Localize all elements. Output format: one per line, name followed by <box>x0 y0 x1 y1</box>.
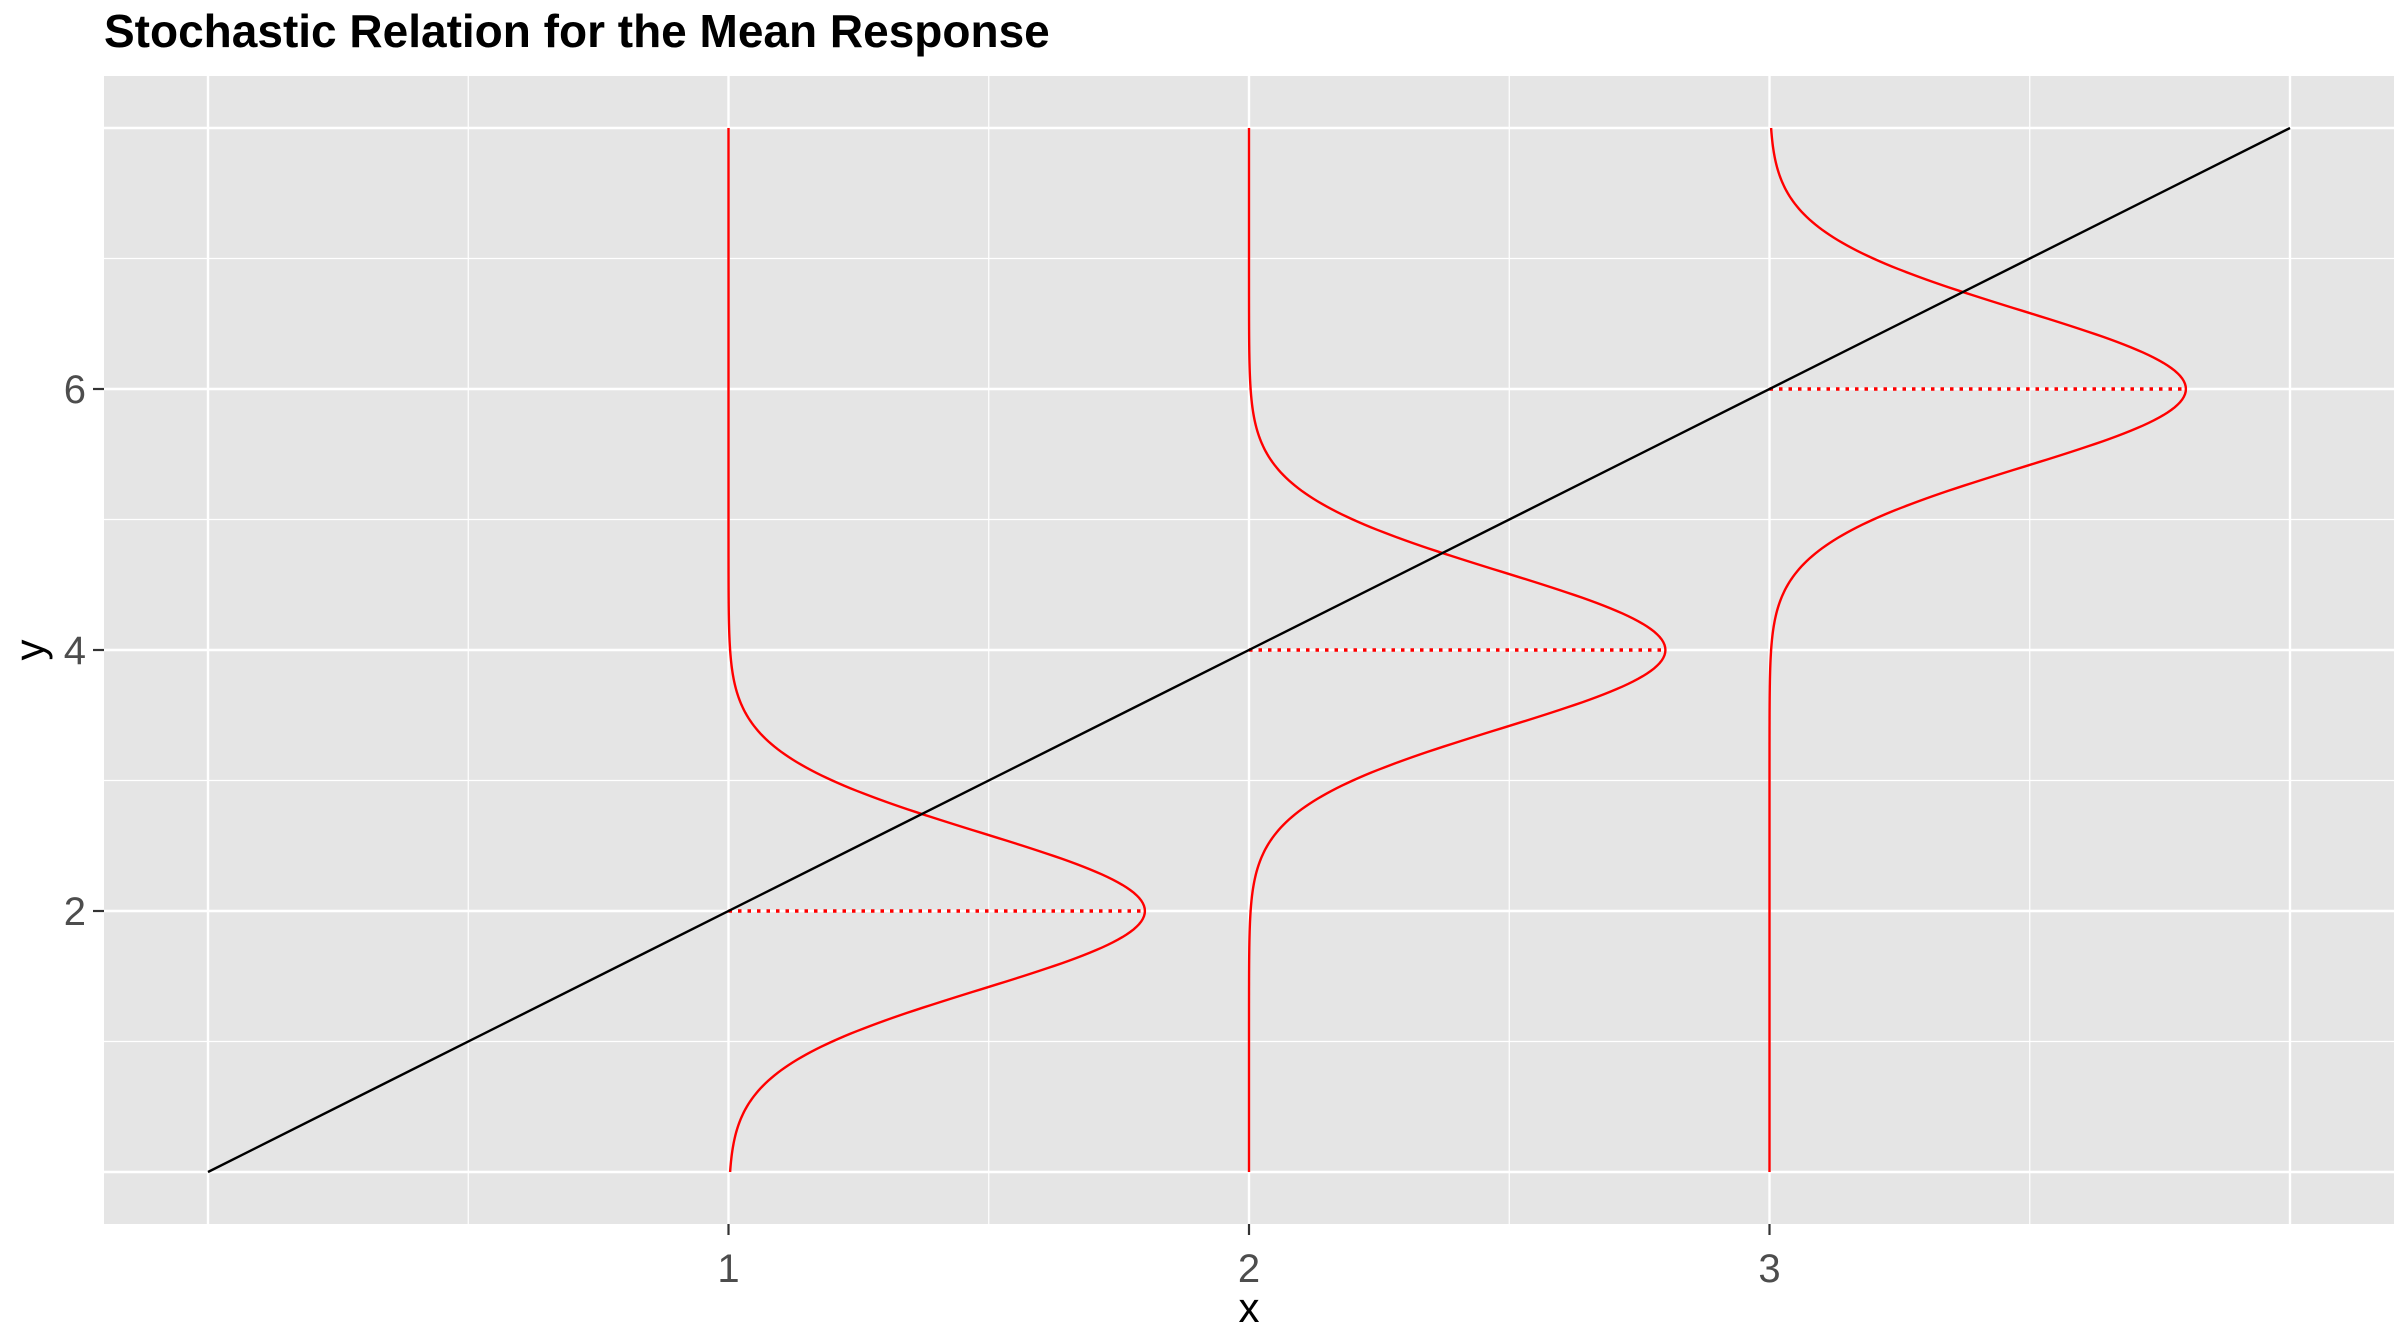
density-curve-3 <box>1768 127 2188 1172</box>
density-curve-2 <box>1247 128 1667 1172</box>
y-axis-title: y <box>6 640 53 661</box>
tick-labels: 1 2 3 2 4 6 <box>64 368 1781 1291</box>
density-curve-1 <box>727 128 1147 1173</box>
y-tick-label: 2 <box>64 890 86 934</box>
y-tick-label: 6 <box>64 368 86 412</box>
chart-title: Stochastic Relation for the Mean Respons… <box>104 5 1050 57</box>
x-tick-label: 2 <box>1238 1247 1260 1291</box>
data-layer <box>207 126 2291 1174</box>
x-tick-label: 3 <box>1758 1247 1780 1291</box>
axis-ticks <box>93 387 1771 1235</box>
mean-response-line <box>207 126 2291 1174</box>
x-tick-label: 1 <box>717 1247 739 1291</box>
y-tick-label: 4 <box>64 629 86 673</box>
x-axis-title: x <box>1239 1284 1260 1331</box>
